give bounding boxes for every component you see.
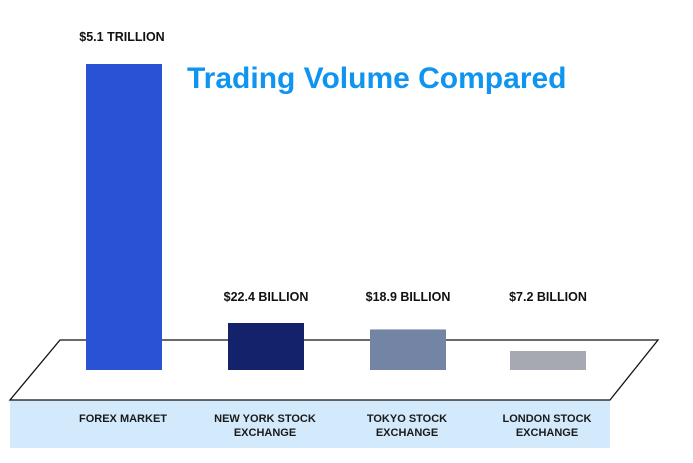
category-label-3: TOKYO STOCK EXCHANGE — [367, 413, 447, 439]
bar-4 — [510, 351, 586, 370]
bar-2 — [228, 323, 304, 370]
bar-1 — [86, 64, 162, 370]
value-labels-layer: $5.1 TRILLION $22.4 BILLION $18.9 BILLION $… — [79, 30, 587, 304]
category-labels-layer: FOREX MARKET NEW YORK STOCK EXCHANGE TOKYO … — [79, 413, 592, 439]
chart-title: Trading Volume Compared — [187, 62, 567, 95]
category-label-2: NEW YORK STOCK EXCHANGE — [214, 413, 316, 439]
category-band — [10, 400, 610, 448]
category-label-4: LONDON STOCK EXCHANGE — [502, 413, 591, 439]
value-label-2: $22.4 BILLION — [224, 290, 309, 304]
value-label-3: $18.9 BILLION — [366, 290, 451, 304]
bar-3 — [370, 329, 446, 370]
value-label-4: $7.2 BILLION — [509, 290, 587, 304]
category-label-1: FOREX MARKET — [79, 413, 167, 425]
floor-plane — [8, 339, 660, 401]
bars-layer — [86, 64, 586, 370]
value-label-1: $5.1 TRILLION — [79, 30, 164, 44]
